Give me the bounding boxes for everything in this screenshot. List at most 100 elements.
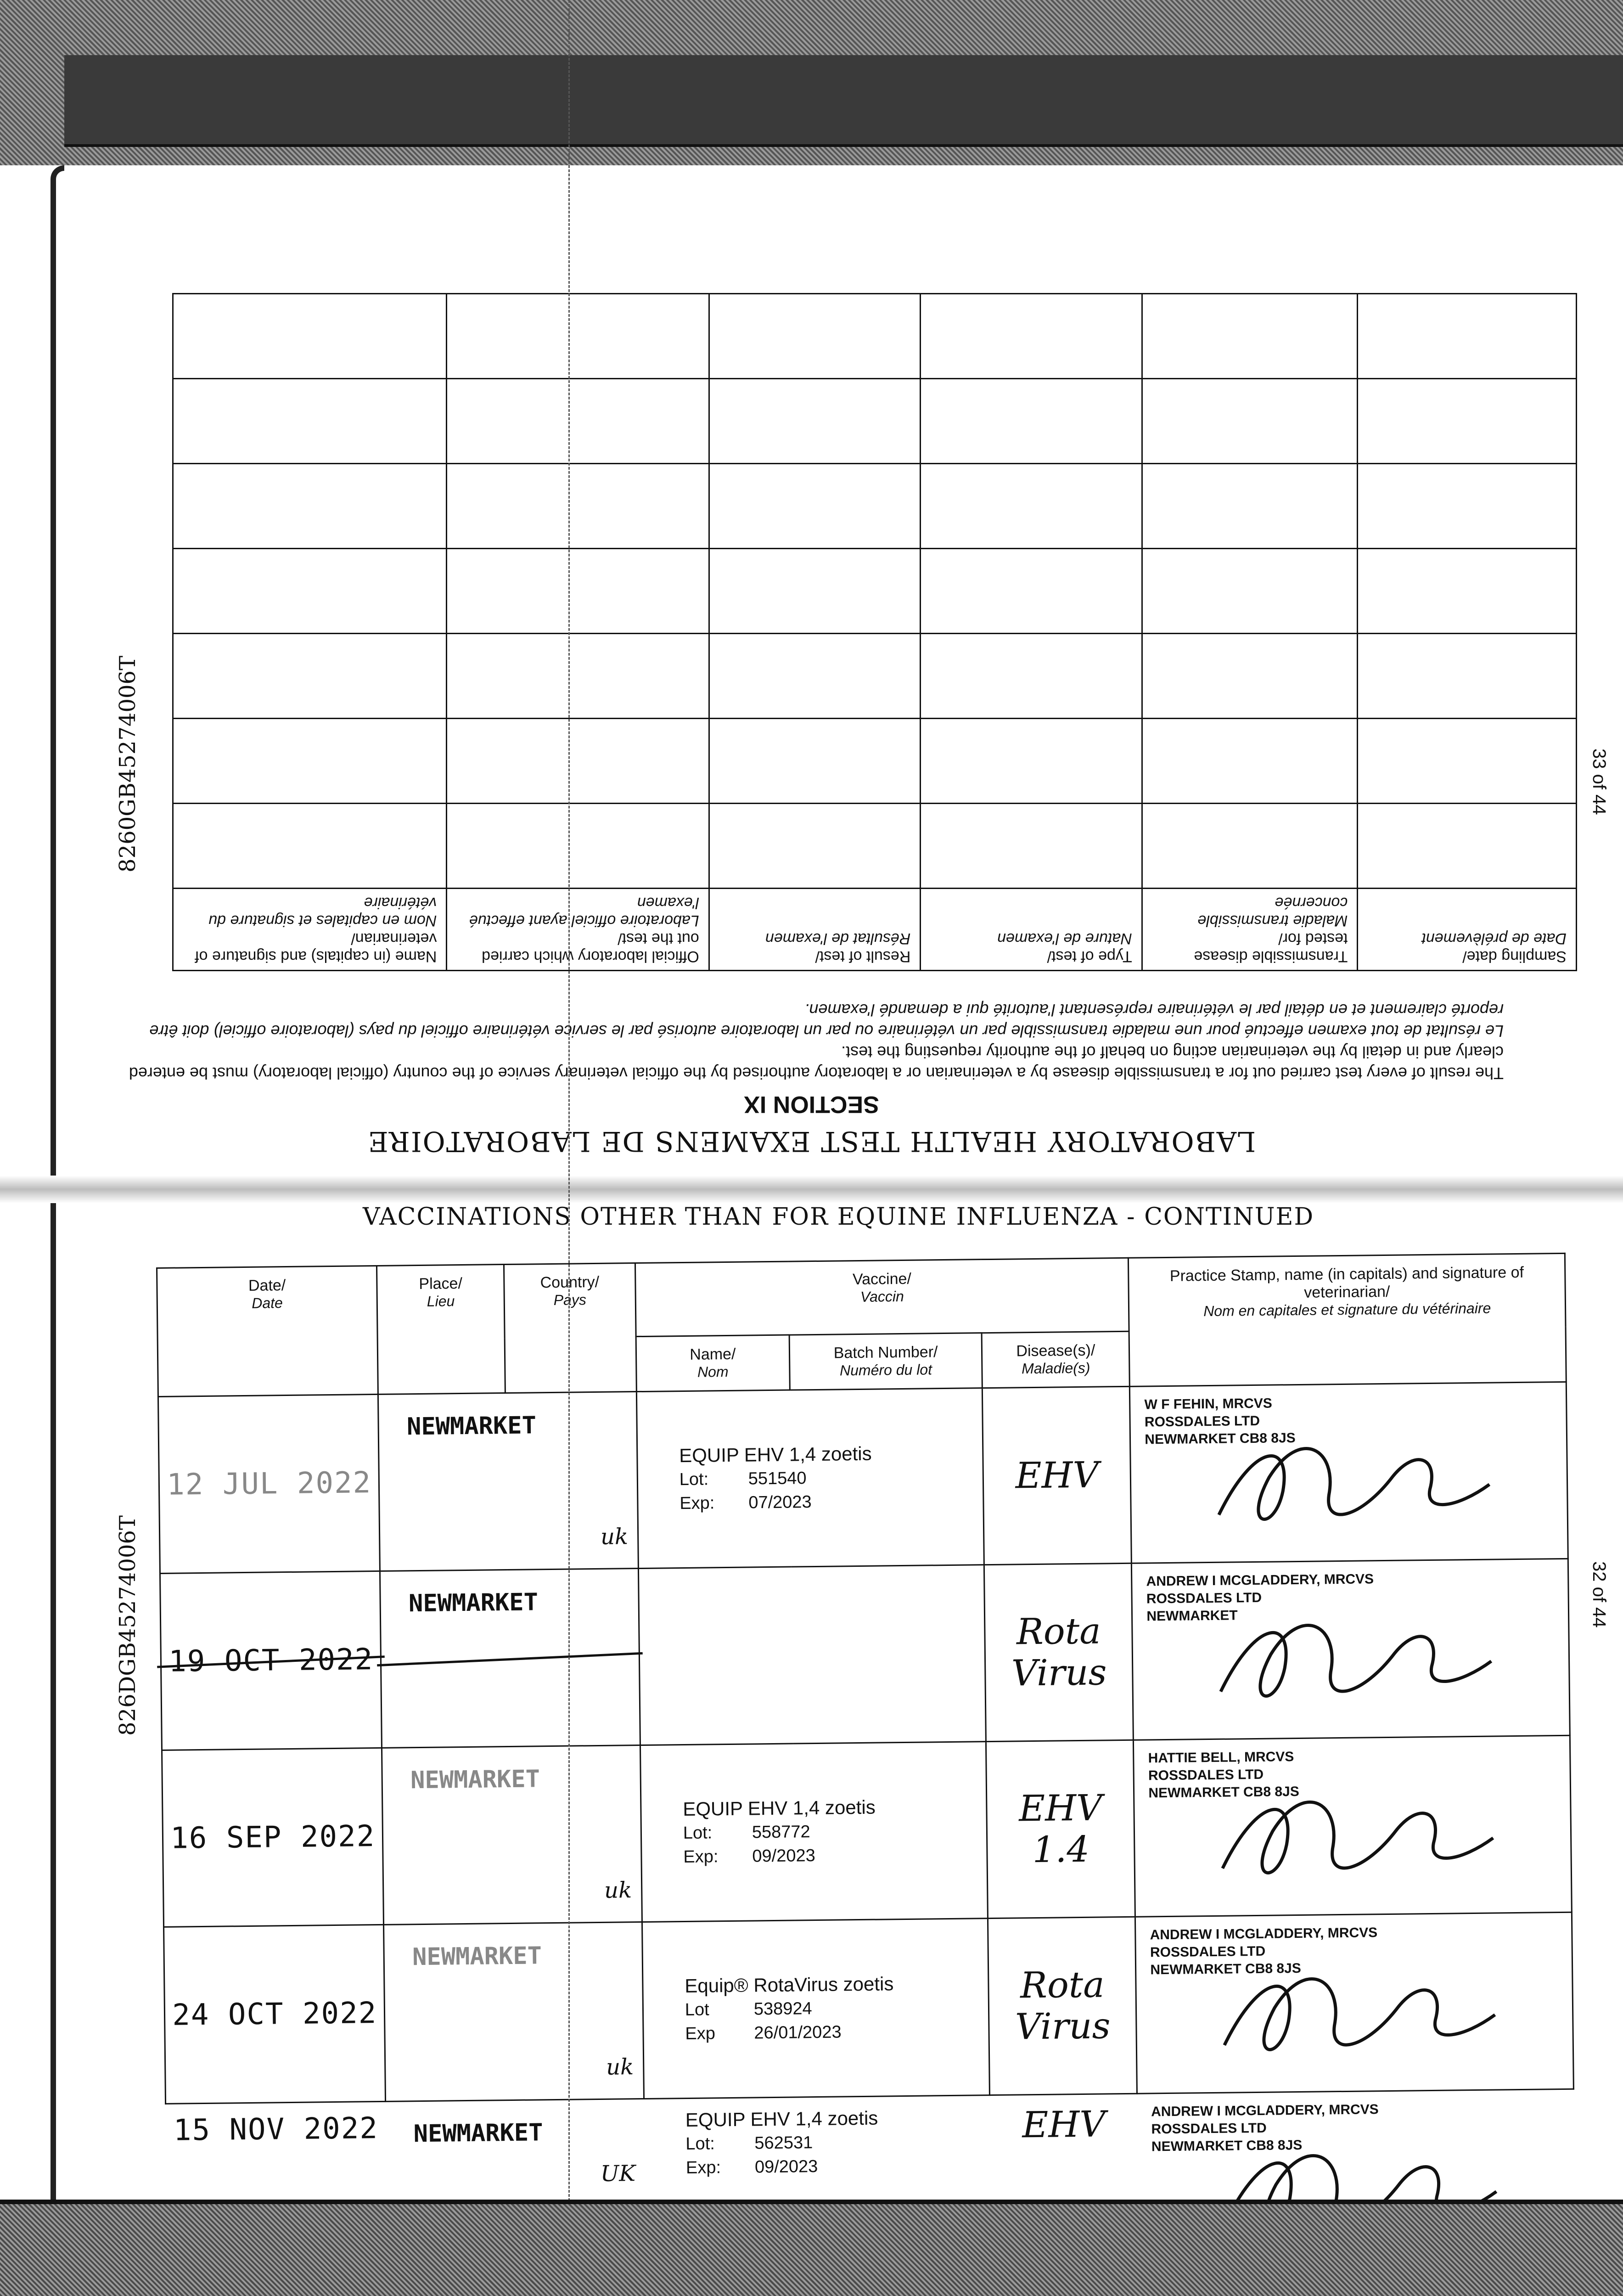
vaccination-row: 12 JUL 2022 NEWMARKET uk EQUIP EHV 1,4 zoet… — [158, 1382, 1568, 1574]
col-veterinarian: Name (in capitals) and signature of vete… — [173, 888, 447, 971]
exp-label: Exp: — [680, 1493, 715, 1514]
place-stamp: NEWMARKET — [410, 1765, 540, 1795]
scan-edge-top — [0, 0, 1623, 165]
disease-cell: Rota Virus — [988, 1917, 1137, 2095]
col-batch: Batch Number/Numéro du lot — [789, 1333, 983, 1390]
stamp-line: ANDREW I MCGLADDERY, MRCVS — [1146, 1571, 1374, 1589]
vaccine-sticker: EQUIP EHV 1,4 zoetis Lot: 558772 Exp: 09/202… — [641, 1794, 987, 1869]
col-result: Result of test/Résultat de l'examen — [709, 888, 921, 971]
vaccine-name: EQUIP EHV 1,4 zoetis — [679, 1442, 872, 1467]
stamp-cell: ANDREW I MCGLADDERY, MRCVS ROSSDALES LTD N… — [1135, 1912, 1574, 2094]
veterinarian-signature — [1217, 1447, 1491, 1521]
vaccine-label-cell: EQUIP EHV 1,4 zoetis Lot: 562531 Exp: 09/202… — [644, 2095, 991, 2205]
place-country-cell: NEWMARKET uk — [383, 1922, 644, 2102]
col-test-type: Type of test/Nature de l'examen — [920, 888, 1142, 971]
country-handwritten: uk — [606, 2054, 634, 2080]
expiry-date: 26/01/2023 — [754, 2022, 842, 2043]
veterinarian-signature — [1221, 1801, 1494, 1874]
vaccine-sticker: EQUIP EHV 1,4 zoetis Lot: 562531 Exp: 09/202… — [644, 2105, 991, 2180]
stamp-cell: W F FEHIN, MRCVS ROSSDALES LTD NEWMARKET C… — [1129, 1382, 1568, 1564]
date-cell: 15 NOV 2022 — [166, 2101, 387, 2209]
disease-handwritten: EHV — [1022, 2104, 1106, 2146]
stamp-line: HATTIE BELL, MRCVS — [1148, 1749, 1294, 1766]
stamp-line: ANDREW I MCGLADDERY, MRCVS — [1151, 2102, 1379, 2120]
strike-through — [377, 1652, 643, 1667]
place-country-cell: NEWMARKET uk — [382, 1745, 642, 1925]
expiry-date: 07/2023 — [748, 1492, 812, 1513]
col-vaccine-name: Name/Nom — [636, 1335, 790, 1392]
scan-artifact-line — [568, 0, 570, 2296]
document-id-lower: 826DGB4527400​6T — [115, 1515, 140, 1736]
lot-label: Lot: — [679, 1469, 709, 1490]
vaccine-name: EQUIP EHV 1,4 zoetis — [685, 2107, 878, 2131]
table-row — [173, 378, 1577, 464]
stamp-line: W F FEHIN, MRCVS — [1144, 1396, 1273, 1412]
disease-handwritten: EHV 1.4 — [1018, 1787, 1102, 1871]
vaccine-name: Equip® RotaVirus zoetis — [685, 1973, 894, 1997]
vaccination-row: 15 NOV 2022 NEWMARKET UK EQUIP EHV 1,4 zoet… — [166, 2089, 1575, 2228]
vaccine-label-cell — [638, 1564, 986, 1745]
country-handwritten: uk — [600, 1524, 629, 1550]
vaccination-row: 24 OCT 2022 NEWMARKET uk Equip® RotaVirus z… — [163, 1912, 1574, 2104]
lab-section-title: LABORATORY HEALTH TEST EXAMENS DE LABORA… — [367, 1125, 1256, 1157]
date-stamp: 16 SEP 2022 — [170, 1819, 376, 1856]
place-country-cell: NEWMARKET UK — [386, 2099, 645, 2207]
vaccine-label-cell: EQUIP EHV 1,4 zoetis Lot: 551540 Exp: 07/202… — [636, 1388, 984, 1569]
lot-number: 558772 — [752, 1822, 810, 1842]
vaccine-sticker: Equip® RotaVirus zoetis Lot 538924 Exp 26/01… — [643, 1971, 988, 2046]
col-sampling-date: Sampling date/Date de prélèvement — [1357, 888, 1577, 971]
lab-instructions: The result of every test carried out for… — [126, 999, 1504, 1084]
col-disease: Disease(s)/Maladie(s) — [982, 1331, 1130, 1388]
instructions-en: The result of every test carried out for… — [129, 1043, 1504, 1083]
table-row — [173, 803, 1577, 889]
expiry-date: 09/2023 — [752, 1846, 815, 1866]
vaccine-label-cell: EQUIP EHV 1,4 zoetis Lot: 558772 Exp: 09/202… — [640, 1741, 988, 1922]
disease-handwritten: Rota Virus — [1015, 1964, 1111, 2048]
place-stamp: NEWMARKET — [412, 1942, 542, 1971]
disease-cell: EHV — [982, 1386, 1132, 1565]
country-handwritten: UK — [600, 2160, 636, 2187]
country-handwritten: uk — [604, 1877, 632, 1903]
table-header-row: Sampling date/Date de prélèvement Transm… — [173, 888, 1577, 971]
place-country-cell: NEWMARKET — [377, 1568, 643, 1748]
veterinarian-signature — [1219, 1624, 1493, 1698]
lot-number: 538924 — [753, 1999, 812, 2019]
vaccination-table: Date/Date Place/Lieu Country/Pays Vaccin… — [156, 1253, 1575, 2228]
disease-cell: EHV 1.4 — [986, 1740, 1135, 1919]
exp-label: Exp: — [685, 2158, 721, 2178]
instructions-fr: Le résultat de tout examen effectué pour… — [149, 1001, 1504, 1041]
place-stamp: NEWMARKET — [408, 1588, 539, 1618]
date-stamp: 12 JUL 2022 — [166, 1466, 372, 1502]
page-number-lower: 32 of 44 — [1589, 1561, 1609, 1628]
place-country-cell: NEWMARKET uk — [378, 1391, 639, 1571]
stamp-cell: ANDREW I MCGLADDERY, MRCVS ROSSDALES LTD N… — [1131, 1559, 1570, 1740]
vaccination-section-title: VACCINATIONS OTHER THAN FOR EQUINE INFLU… — [363, 1203, 1314, 1231]
table-row — [173, 463, 1577, 549]
vaccine-name: EQUIP EHV 1,4 zoetis — [683, 1796, 876, 1820]
col-date: Date/Date — [157, 1266, 378, 1397]
date-cell: 12 JUL 2022 — [158, 1394, 380, 1574]
table-row — [173, 293, 1577, 379]
date-cell: 24 OCT 2022 — [163, 1925, 386, 2104]
expiry-date: 09/2023 — [754, 2157, 818, 2177]
disease-handwritten: EHV — [1015, 1454, 1099, 1497]
stamp-cell: HATTIE BELL, MRCVS ROSSDALES LTD NEWMARKET… — [1133, 1735, 1572, 1917]
veterinarian-signature — [1223, 1977, 1496, 2051]
lot-number: 562531 — [754, 2133, 813, 2153]
disease-cell: Rota Virus — [984, 1563, 1134, 1742]
exp-label — [681, 1673, 750, 1674]
lot-number: 551540 — [748, 1469, 807, 1489]
col-disease: Transmissible disease tested for/Maladie… — [1142, 888, 1358, 971]
date-stamp: 15 NOV 2022 — [173, 2111, 379, 2148]
table-row — [173, 718, 1577, 804]
table-header-row: Date/Date Place/Lieu Country/Pays Vaccin… — [157, 1253, 1567, 1397]
disease-cell: EHV — [990, 2093, 1138, 2200]
place-stamp: NEWMARKET — [406, 1412, 537, 1441]
lot-label: Lot: — [683, 1823, 713, 1843]
laboratory-health-test-page: LABORATORY HEALTH TEST EXAMENS DE LABORA… — [0, 161, 1623, 1176]
vaccine-sticker: EQUIP EHV 1,4 zoetis Lot: 551540 Exp: 07/202… — [638, 1441, 983, 1516]
lab-test-table: Sampling date/Date de prélèvement Transm… — [172, 293, 1577, 971]
veterinarian-signature — [1224, 2154, 1498, 2228]
lot-label — [681, 1649, 750, 1650]
exp-label: Exp — [685, 2024, 716, 2044]
